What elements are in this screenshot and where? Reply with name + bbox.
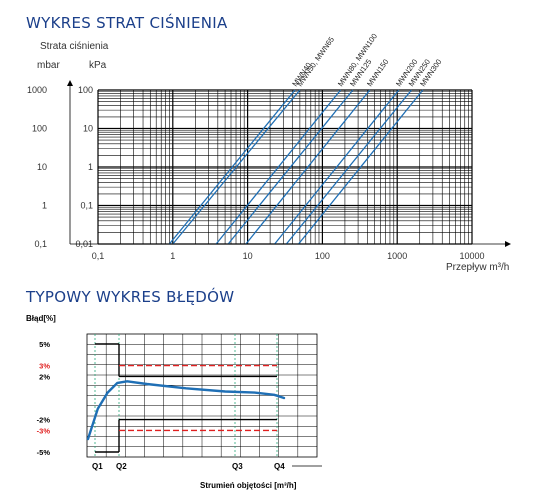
c1-x-tick-label: 1000 [387, 251, 407, 261]
c2-ylabel: Błąd[%] [26, 314, 56, 323]
c2-y-tick-label: 3% [39, 362, 50, 371]
c1-y-tick-mbar: 0,1 [34, 239, 47, 249]
c1-x-tick-label: 10000 [459, 251, 484, 261]
c2-q-label: Q4 [274, 462, 285, 471]
c2-y-tick-label: 2% [39, 372, 50, 381]
c1-series-line [227, 89, 354, 245]
c1-series-line [298, 89, 424, 245]
c2-error-curve [86, 380, 286, 441]
c1-x-tick-label: 0,1 [92, 251, 105, 261]
c1-series-line [274, 89, 400, 245]
c1-lines [168, 89, 424, 245]
c1-ylabel-mbar: mbar [37, 60, 60, 71]
c1-series-line [215, 89, 342, 245]
c1-y-tick-kpa: 1 [88, 162, 93, 172]
c2-xlabel: Strumień objętości [m³/h] [200, 481, 297, 490]
c1-y-tick-mbar: 100 [32, 124, 47, 134]
c1-grid [97, 89, 473, 245]
c1-xlabel: Przepływ m³/h [446, 262, 509, 273]
c1-y-tick-mbar: 10 [37, 162, 47, 172]
c1-series-label: MWN50, MWN65 [295, 35, 336, 88]
chart2-title: TYPOWY WYKRES BŁĘDÓW [26, 288, 235, 306]
c1-y-arrow [67, 80, 73, 86]
c2-q-label: Q2 [116, 462, 127, 471]
c2-body: Q1 Q2 Q3 Q4 5% 3%2% -2%-3% -5% [37, 334, 322, 471]
c2-y-tick-label: 5% [39, 340, 50, 349]
c1-y-tick-mbar: 1 [42, 201, 47, 211]
c2-q-label: Q1 [92, 462, 103, 471]
c1-y-tick-kpa: 100 [78, 85, 93, 95]
c1-series-line [245, 89, 371, 245]
c1-x-arrow [505, 241, 511, 247]
pressure-loss-chart: 0,1 1 10 100 1000 100000,010,10,1111010100100… [27, 32, 511, 273]
c1-series-line [172, 89, 301, 245]
c2-grid [86, 333, 318, 458]
c1-y-tick-mbar: 1000 [27, 85, 47, 95]
c2-y-tick-label: -3% [37, 426, 51, 435]
error-chart: Błąd[%] Q1 Q2 Q3 Q4 5% 3%2% -2%-3% -5% Strumień… [26, 314, 322, 490]
c2-y-tick-label: -5% [37, 448, 51, 457]
c1-x-tick-label: 1 [170, 251, 175, 261]
c1-y-tick-kpa: 0,1 [80, 201, 93, 211]
c1-ylabel-kpa: kPa [89, 60, 107, 71]
c1-series-line [285, 89, 412, 245]
c1-series-line [168, 89, 296, 245]
c1-x-tick-label: 100 [315, 251, 330, 261]
c2-y-tick-label: -2% [37, 416, 51, 425]
c1-ylabel: Strata ciśnienia [40, 41, 109, 52]
c1-x-tick-label: 10 [243, 251, 253, 261]
c1-y-tick-kpa: 10 [83, 124, 93, 134]
c2-q-label: Q3 [232, 462, 243, 471]
chart1-title: WYKRES STRAT CIŚNIENIA [26, 14, 228, 32]
